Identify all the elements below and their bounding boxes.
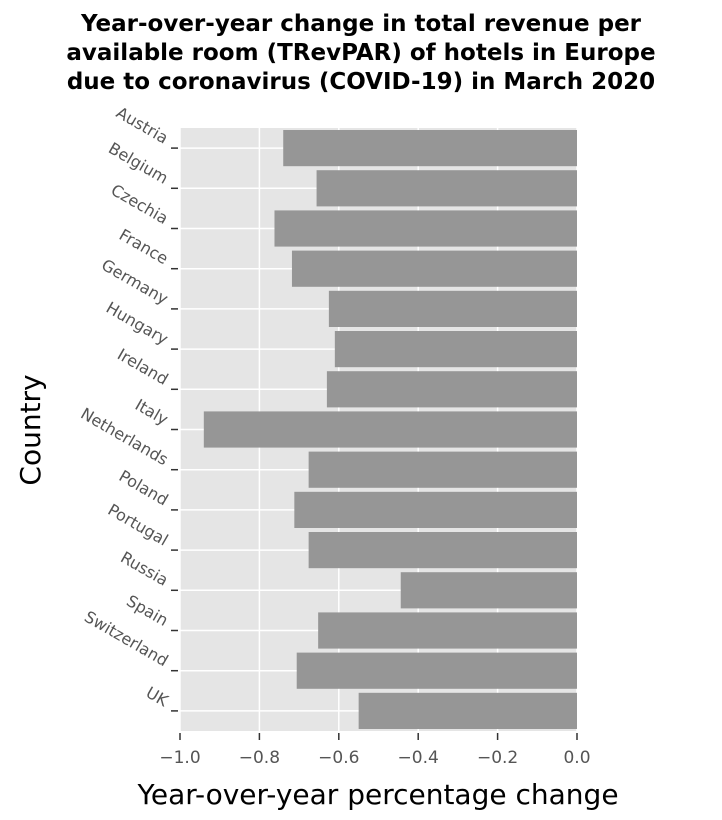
y-tick-label: Russia bbox=[117, 548, 171, 590]
chart-title-line-3: due to coronavirus (COVID-19) in March 2… bbox=[67, 69, 655, 95]
y-tick-label: UK bbox=[143, 683, 172, 711]
y-tick-label: Poland bbox=[116, 466, 172, 509]
x-tick-label: −0.8 bbox=[239, 748, 280, 768]
bars bbox=[203, 130, 577, 729]
y-axis: AustriaBelgiumCzechiaFranceGermanyHungar… bbox=[78, 103, 178, 712]
bar-portugal bbox=[308, 532, 577, 569]
x-tick-label: −0.2 bbox=[477, 748, 518, 768]
y-tick-label: France bbox=[116, 225, 172, 268]
y-tick-label: Italy bbox=[132, 395, 172, 429]
x-axis: −1.0 −0.8 −0.6 −0.4 −0.2 0.0 bbox=[159, 733, 591, 768]
bar-uk bbox=[358, 692, 577, 729]
bar-czechia bbox=[274, 210, 577, 247]
bar-ireland bbox=[326, 371, 577, 408]
bar-netherlands bbox=[308, 451, 577, 488]
bar-italy bbox=[203, 411, 577, 448]
bar-russia bbox=[400, 572, 577, 609]
x-tick-label: −1.0 bbox=[159, 748, 200, 768]
x-axis-title: Year-over-year percentage change bbox=[136, 778, 618, 811]
chart-title-line-2: available room (TRevPAR) of hotels in Eu… bbox=[66, 40, 655, 66]
x-tick-label: −0.6 bbox=[318, 748, 359, 768]
bar-poland bbox=[294, 491, 577, 528]
chart-title-line-1: Year-over-year change in total revenue p… bbox=[80, 11, 642, 37]
y-axis-title: Country bbox=[14, 374, 47, 485]
y-tick-label: Austria bbox=[113, 103, 171, 148]
bar-germany bbox=[328, 290, 577, 327]
bar-belgium bbox=[316, 170, 577, 207]
bar-france bbox=[291, 250, 577, 287]
x-tick-label: 0.0 bbox=[563, 748, 590, 768]
x-tick-label: −0.4 bbox=[398, 748, 439, 768]
bar-hungary bbox=[334, 331, 577, 368]
y-tick-label: Spain bbox=[123, 591, 171, 630]
y-tick-label: Ireland bbox=[114, 345, 171, 389]
bar-switzerland bbox=[296, 652, 577, 689]
bar-austria bbox=[283, 130, 577, 167]
bar-spain bbox=[318, 612, 577, 649]
